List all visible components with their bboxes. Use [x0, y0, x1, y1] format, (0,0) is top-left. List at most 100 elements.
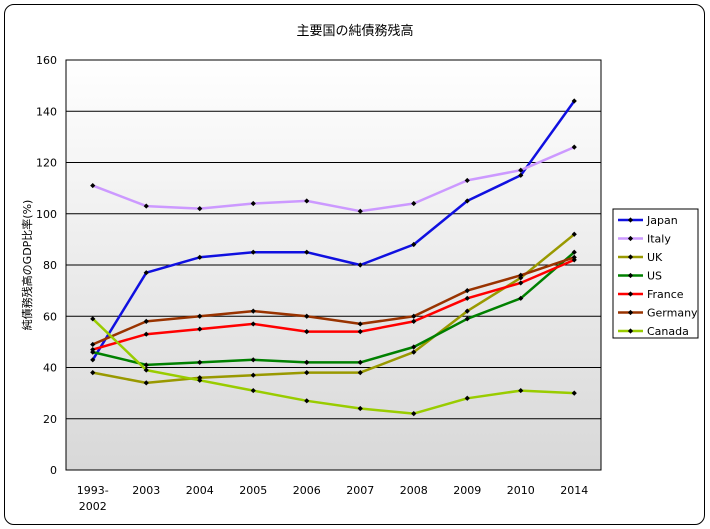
- data-point-uk: [464, 308, 470, 314]
- x-tick-label: 1993-2002: [77, 484, 109, 513]
- data-point-canada: [304, 398, 310, 404]
- data-point-italy: [357, 208, 363, 214]
- data-point-italy: [571, 144, 577, 150]
- data-point-italy: [518, 167, 524, 173]
- data-point-italy: [197, 206, 203, 212]
- x-tick-label: 2014: [560, 484, 588, 497]
- y-tick-label: 140: [36, 105, 57, 118]
- data-point-canada: [143, 367, 149, 373]
- y-tick-label: 0: [50, 464, 57, 477]
- y-tick-label: 40: [43, 362, 57, 375]
- data-point-germany: [143, 318, 149, 324]
- legend-label-germany: Germany: [647, 307, 698, 320]
- series-line-uk: [92, 233, 576, 385]
- data-point-us: [571, 249, 577, 255]
- data-point-italy: [411, 200, 417, 207]
- data-point-france: [411, 318, 417, 324]
- data-point-canada: [571, 390, 577, 396]
- legend-label-uk: UK: [647, 251, 663, 264]
- x-tick-label: 2008: [400, 484, 428, 497]
- legend-marker: [627, 328, 634, 334]
- data-point-uk: [143, 380, 149, 386]
- data-point-uk: [357, 370, 363, 376]
- x-tick-label: 2006: [293, 484, 321, 497]
- data-point-uk: [90, 370, 96, 376]
- data-point-us: [464, 316, 470, 322]
- data-point-canada: [250, 387, 256, 394]
- y-tick-label: 60: [43, 310, 57, 323]
- data-point-france: [518, 280, 524, 286]
- chart-title: 主要国の純債務残高: [296, 24, 414, 39]
- data-point-germany: [197, 313, 203, 319]
- legend-label-italy: Italy: [647, 233, 671, 246]
- legend-marker: [627, 272, 634, 279]
- data-point-germany: [357, 321, 363, 327]
- data-point-us: [357, 359, 363, 365]
- legend-marker: [627, 291, 634, 297]
- series-line-germany: [92, 256, 575, 346]
- series-line-italy: [92, 145, 575, 213]
- data-point-italy: [143, 203, 149, 209]
- data-point-france: [357, 329, 363, 335]
- data-point-us: [143, 362, 149, 368]
- legend-marker: [627, 254, 634, 260]
- data-point-italy: [304, 198, 310, 204]
- data-point-japan: [411, 241, 417, 248]
- data-point-canada: [464, 395, 470, 401]
- data-point-germany: [90, 341, 96, 348]
- x-tick-label: 2005: [239, 484, 267, 497]
- x-tick-label: 2004: [186, 484, 214, 497]
- data-point-us: [518, 295, 524, 301]
- data-point-japan: [518, 172, 524, 178]
- data-point-japan: [464, 198, 470, 204]
- x-tick-label: 2010: [507, 484, 535, 497]
- legend-marker: [627, 235, 634, 242]
- legend-label-canada: Canada: [647, 325, 689, 338]
- data-point-france: [464, 295, 470, 301]
- y-tick-label: 160: [36, 54, 57, 67]
- data-point-france: [197, 326, 203, 332]
- data-point-germany: [250, 308, 256, 314]
- data-point-france: [90, 346, 96, 353]
- data-point-italy: [464, 177, 470, 184]
- data-point-uk: [250, 372, 256, 378]
- y-tick-label: 80: [43, 259, 57, 272]
- x-axis-ticks: 1993-2002 2003 2004 2005 2006 2007 2008 2009 201…: [77, 484, 588, 513]
- y-axis-ticks: 0 20 40 60 80 100 120 140 160: [36, 54, 57, 477]
- data-point-france: [304, 329, 310, 335]
- data-point-us: [250, 357, 256, 363]
- data-point-uk: [304, 370, 310, 376]
- data-point-canada: [357, 405, 363, 412]
- x-tick-label: 2007: [346, 484, 374, 497]
- data-point-germany: [464, 288, 470, 294]
- data-point-canada: [411, 411, 417, 417]
- data-point-canada: [90, 316, 96, 322]
- series-line-france: [92, 258, 575, 351]
- legend-label-us: US: [647, 270, 662, 283]
- data-point-uk: [411, 349, 417, 355]
- data-point-japan: [250, 249, 256, 255]
- data-point-japan: [357, 262, 363, 268]
- x-tick-label: 2003: [132, 484, 160, 497]
- data-point-japan: [197, 254, 203, 260]
- series-line-japan: [91, 100, 576, 361]
- data-point-germany: [571, 254, 577, 260]
- y-tick-label: 100: [36, 208, 57, 221]
- data-point-us: [411, 344, 417, 350]
- data-point-italy: [250, 200, 256, 207]
- data-point-japan: [571, 98, 577, 104]
- legend-label-france: France: [647, 288, 684, 301]
- legend-label-japan: Japan: [646, 214, 678, 227]
- series-line-us: [92, 251, 576, 367]
- x-tick-label: 2009: [453, 484, 481, 497]
- data-point-us: [197, 359, 203, 365]
- legend-marker: [627, 309, 634, 316]
- gridlines: [66, 110, 601, 420]
- data-point-canada: [518, 387, 524, 394]
- legend-marker: [627, 217, 634, 223]
- legend-box: [612, 208, 699, 339]
- series-lines: [90, 98, 577, 417]
- data-point-japan: [143, 270, 149, 276]
- data-point-france: [250, 321, 256, 327]
